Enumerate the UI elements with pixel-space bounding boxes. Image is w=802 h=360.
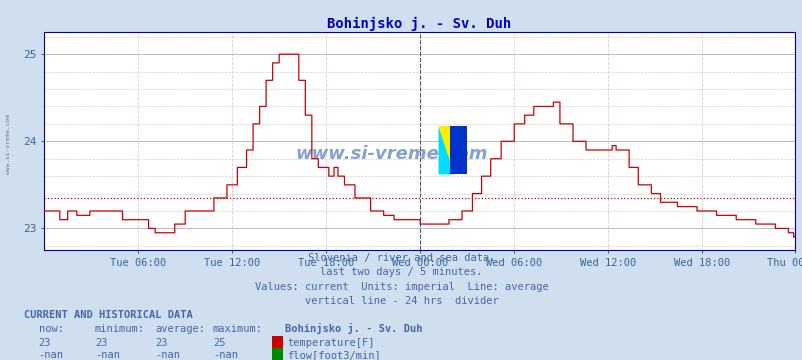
Text: now:: now: — [38, 324, 63, 334]
Text: 23: 23 — [38, 338, 51, 348]
Text: -nan: -nan — [38, 350, 63, 360]
Text: last two days / 5 minutes.: last two days / 5 minutes. — [320, 267, 482, 278]
Text: -nan: -nan — [213, 350, 237, 360]
Text: average:: average: — [155, 324, 205, 334]
Polygon shape — [449, 126, 467, 174]
Text: CURRENT AND HISTORICAL DATA: CURRENT AND HISTORICAL DATA — [24, 310, 192, 320]
Text: www.si-vreme.com: www.si-vreme.com — [295, 145, 488, 163]
Text: www.si-vreme.com: www.si-vreme.com — [6, 114, 10, 174]
Polygon shape — [438, 126, 454, 174]
Bar — [438, 126, 467, 174]
Text: temperature[F]: temperature[F] — [287, 338, 375, 348]
Text: Values: current  Units: imperial  Line: average: Values: current Units: imperial Line: av… — [254, 282, 548, 292]
Text: Bohinjsko j. - Sv. Duh: Bohinjsko j. - Sv. Duh — [285, 323, 422, 334]
Text: vertical line - 24 hrs  divider: vertical line - 24 hrs divider — [304, 296, 498, 306]
Text: flow[foot3/min]: flow[foot3/min] — [287, 350, 381, 360]
Text: -nan: -nan — [155, 350, 180, 360]
Text: 25: 25 — [213, 338, 225, 348]
Text: 23: 23 — [95, 338, 107, 348]
Text: 23: 23 — [155, 338, 168, 348]
Text: Slovenia / river and sea data.: Slovenia / river and sea data. — [307, 253, 495, 263]
Text: maximum:: maximum: — [213, 324, 262, 334]
Text: -nan: -nan — [95, 350, 119, 360]
Text: minimum:: minimum: — [95, 324, 144, 334]
Title: Bohinjsko j. - Sv. Duh: Bohinjsko j. - Sv. Duh — [327, 17, 511, 31]
